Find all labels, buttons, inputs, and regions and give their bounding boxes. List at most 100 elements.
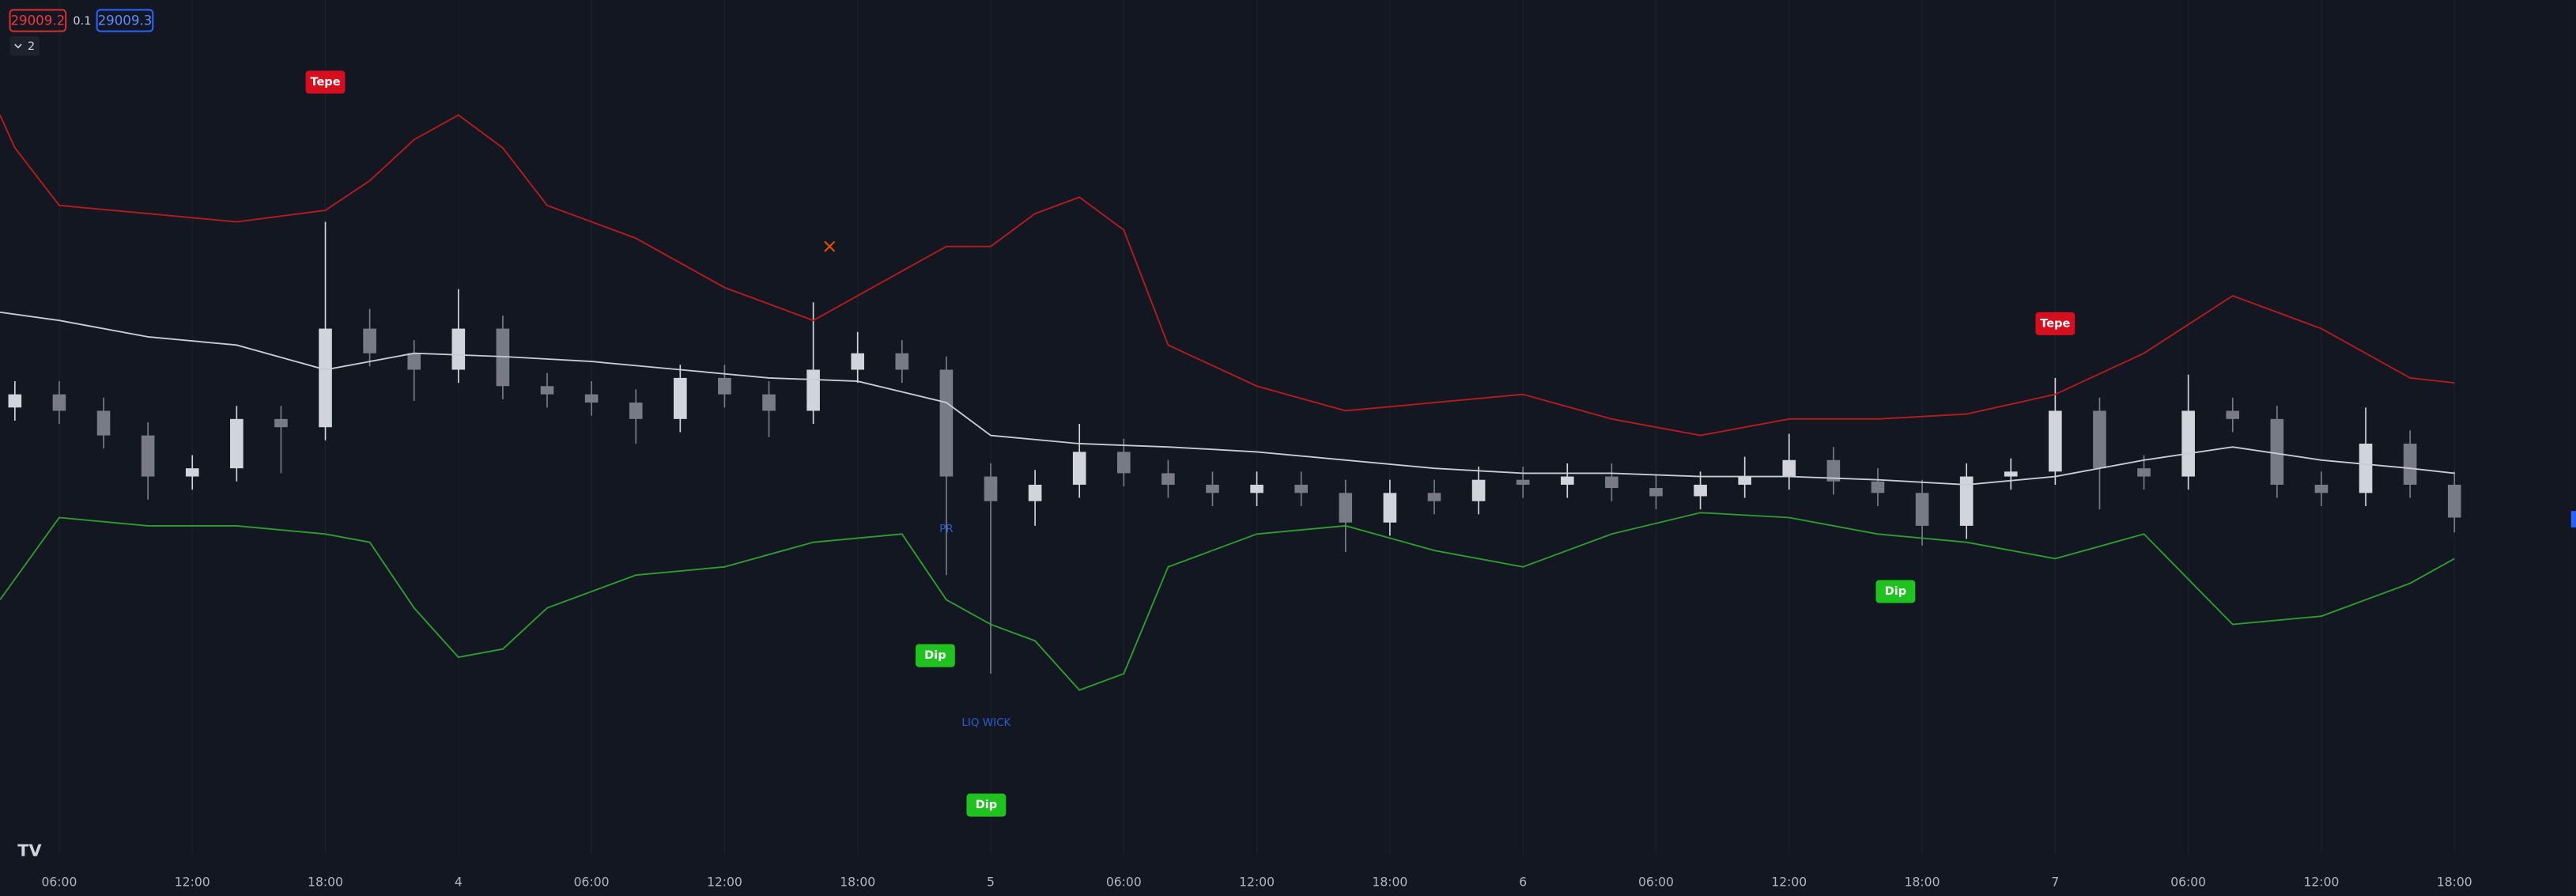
candle-body — [451, 328, 466, 370]
candle-body — [2359, 443, 2373, 493]
candle-body — [673, 377, 687, 419]
x-tick-label: 12:00 — [707, 875, 742, 889]
candle-body — [1560, 476, 1574, 485]
cross-marker — [824, 240, 836, 252]
x-tick-label: 6 — [1519, 875, 1527, 889]
x-tick-label: 06:00 — [41, 875, 77, 889]
x-tick-label: 06:00 — [2170, 875, 2206, 889]
annotation-label: Dip — [1885, 585, 1906, 598]
chevron — [14, 43, 22, 49]
grid — [59, 0, 2455, 855]
candle-body — [1294, 484, 1309, 493]
candle-body — [2049, 410, 2062, 472]
candle-body — [895, 353, 909, 370]
candle-body — [274, 418, 288, 428]
annotation-label: Dip — [976, 799, 997, 811]
ask-box — [96, 9, 154, 32]
annotation-label: Dip — [924, 649, 946, 662]
candle-body — [1383, 493, 1397, 523]
bid: 29009.2 — [10, 13, 65, 28]
candle-body — [718, 377, 731, 395]
candle-body — [2004, 471, 2018, 477]
plot: Tepe Tepe Dip Dip Dip PR LIQ WICK — [0, 70, 2461, 817]
indicator-line — [0, 512, 2455, 691]
candle-body — [806, 369, 820, 411]
annotation: Tepe — [305, 70, 346, 94]
annotation-label: Tepe — [2040, 317, 2070, 330]
price-badges: 29009.2 0.1 29009.3 2 — [9, 9, 154, 56]
candle-body — [96, 410, 111, 436]
x-tick-label: 18:00 — [1372, 875, 1407, 889]
candle-body — [1871, 481, 1885, 493]
candle-body — [1915, 493, 1929, 526]
candle-body — [939, 369, 954, 477]
x-tick-label: 5 — [987, 875, 995, 889]
annotation-box — [915, 644, 955, 667]
candle-body — [1339, 493, 1353, 523]
annotation-label: LIQ WICK — [961, 716, 1011, 729]
candle-body — [8, 394, 22, 408]
x-tick-label: 18:00 — [308, 875, 343, 889]
candle-body — [2137, 468, 2151, 477]
candle-body — [1649, 488, 1663, 497]
x-tick-label: 06:00 — [1638, 875, 1674, 889]
x-tick-label: 06:00 — [1106, 875, 1142, 889]
candle-body — [2181, 410, 2195, 477]
spread: 0.1 — [73, 15, 91, 28]
candle-body — [2314, 484, 2329, 493]
candle-body — [1694, 484, 1707, 497]
candle-body — [2270, 418, 2284, 485]
candle-body — [1072, 452, 1086, 485]
candle-body — [1516, 479, 1530, 485]
indicator-line — [0, 114, 2455, 437]
candle-body — [1782, 459, 1796, 477]
candle-body — [1028, 484, 1042, 501]
candle-body — [1161, 473, 1175, 485]
candle-body — [851, 353, 865, 370]
annotation-box — [305, 70, 346, 94]
candle-body — [1206, 484, 1219, 493]
candle-body — [1471, 479, 1486, 501]
annotation: PR — [939, 523, 954, 535]
candle-body — [1116, 452, 1131, 474]
x-tick-label: 18:00 — [840, 875, 875, 889]
x-tick-label: 12:00 — [175, 875, 210, 889]
annotation-label: PR — [939, 523, 954, 535]
indicator-toggle[interactable] — [9, 36, 40, 56]
candle-body — [984, 476, 998, 501]
annotation: Dip — [1875, 580, 1916, 603]
candle-body — [584, 394, 599, 403]
candle-body — [363, 328, 376, 353]
x-tick-label: 4 — [455, 875, 463, 889]
candle-body — [1427, 493, 1441, 501]
candle-body — [2226, 410, 2240, 419]
candle-body — [319, 328, 332, 428]
indicator-line — [0, 311, 2455, 486]
annotation-box — [966, 793, 1007, 817]
candle-body — [496, 328, 510, 387]
candle-body — [1250, 484, 1263, 493]
candle-body — [230, 418, 244, 469]
annotation: Dip — [915, 644, 955, 667]
x-tick-label: 12:00 — [1771, 875, 1807, 889]
candle-body — [1738, 476, 1751, 485]
candle-body — [540, 386, 554, 395]
candle-body — [1605, 476, 1618, 489]
scroll-handle[interactable] — [2570, 511, 2576, 527]
candle-body — [762, 394, 776, 411]
candle-body — [407, 353, 421, 370]
candle-body — [2093, 410, 2106, 469]
x-tick-label: 12:00 — [2304, 875, 2340, 889]
candle-body — [1959, 476, 1974, 526]
x-tick-label: 12:00 — [1239, 875, 1275, 889]
annotation-box — [1875, 580, 1916, 603]
annotation: LIQ WICK — [961, 716, 1011, 729]
annotation: Dip — [966, 793, 1007, 817]
x-tick-label: 7 — [2051, 875, 2059, 889]
ask: 29009.3 — [98, 13, 153, 28]
candle-body — [629, 403, 643, 419]
candle-body — [185, 468, 199, 477]
logo: 𝗧𝗩 — [17, 841, 41, 860]
